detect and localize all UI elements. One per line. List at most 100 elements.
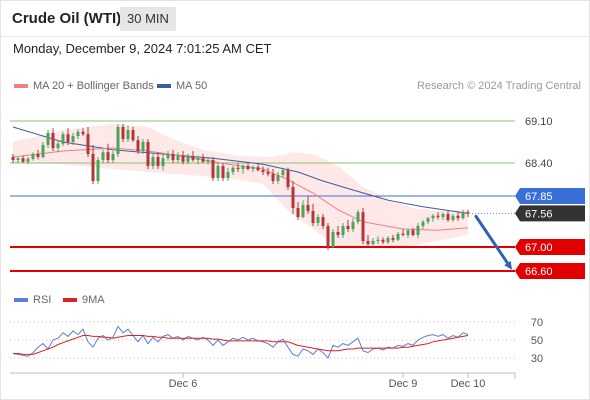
candle-body bbox=[71, 136, 75, 142]
rsi-tick-label: 50 bbox=[531, 335, 543, 347]
timeframe-badge[interactable]: 30 MIN bbox=[120, 7, 176, 31]
candle-body bbox=[381, 239, 385, 243]
price-label-bg-67-85 bbox=[515, 188, 585, 204]
candle-body bbox=[126, 130, 130, 139]
candle-body bbox=[321, 217, 325, 226]
legend-ma20: MA 20 + Bollinger Bands bbox=[14, 80, 154, 92]
candle-body bbox=[196, 158, 200, 160]
chart-header: Crude Oil (WTI) 30 MIN bbox=[0, 0, 590, 36]
rsi-line bbox=[12, 325, 469, 359]
legend-ma50: MA 50 bbox=[157, 80, 207, 92]
candle-body bbox=[236, 167, 240, 169]
candle-body bbox=[31, 154, 35, 159]
instrument-title: Crude Oil (WTI) bbox=[12, 10, 122, 27]
candle-body bbox=[456, 215, 460, 219]
candle-body bbox=[291, 187, 295, 208]
candle-body bbox=[436, 215, 440, 217]
price-label-67-85: 67.85 bbox=[525, 191, 553, 203]
candle-body bbox=[366, 241, 370, 244]
candle-body bbox=[136, 140, 140, 151]
price-label-66-60: 66.60 bbox=[525, 266, 553, 278]
candle-body bbox=[276, 175, 280, 181]
candle-body bbox=[346, 226, 350, 229]
candle-body bbox=[396, 233, 400, 240]
rsi-tick-label: 70 bbox=[531, 317, 543, 329]
candle-body bbox=[351, 221, 355, 229]
candle-body bbox=[96, 160, 100, 181]
candle-body bbox=[81, 131, 85, 135]
candle-body bbox=[66, 134, 70, 142]
candle-body bbox=[311, 211, 315, 223]
candle-body bbox=[261, 170, 265, 172]
price-label-67-56: 67.56 bbox=[525, 208, 553, 220]
candle-body bbox=[26, 158, 30, 162]
candle-body bbox=[376, 239, 380, 241]
ma20-legend-label: MA 20 + Bollinger Bands bbox=[33, 80, 154, 92]
candle-body bbox=[181, 155, 185, 162]
rsi-legend-label: RSI bbox=[33, 294, 52, 306]
legend-9ma: 9MA bbox=[63, 294, 105, 306]
candle-body bbox=[206, 160, 210, 162]
candle-body bbox=[336, 232, 340, 235]
candle-body bbox=[441, 214, 445, 217]
candle-body bbox=[241, 166, 245, 169]
candle-body bbox=[356, 212, 360, 222]
candle-body bbox=[121, 127, 125, 139]
candle-body bbox=[266, 172, 270, 174]
price-label-bg-66-60 bbox=[515, 263, 585, 279]
candle-body bbox=[466, 212, 470, 214]
candle-body bbox=[51, 133, 55, 148]
candle-body bbox=[326, 226, 330, 247]
candle-body bbox=[186, 157, 190, 162]
candle-body bbox=[171, 154, 175, 160]
candle-body bbox=[421, 221, 425, 226]
candle-body bbox=[211, 160, 215, 178]
candle-body bbox=[451, 215, 455, 220]
candle-body bbox=[391, 238, 395, 240]
ma9-legend-swatch bbox=[63, 298, 77, 303]
candle-body bbox=[146, 142, 150, 166]
candle-body bbox=[201, 158, 205, 162]
candle-body bbox=[131, 130, 135, 141]
price-label-bg-67-00 bbox=[515, 239, 585, 255]
candle-body bbox=[91, 154, 95, 181]
bollinger-band-area bbox=[13, 124, 468, 249]
candle-body bbox=[306, 205, 310, 211]
legend-rsi: RSI bbox=[14, 294, 51, 306]
candle-body bbox=[401, 233, 405, 235]
rsi-9ma-line bbox=[13, 335, 469, 355]
candle-body bbox=[386, 238, 390, 243]
candle-body bbox=[46, 133, 50, 145]
candle-body bbox=[116, 127, 120, 154]
candle-body bbox=[176, 155, 180, 160]
candle-body bbox=[76, 131, 80, 136]
forecast-arrow-shaft bbox=[474, 214, 510, 266]
candle-body bbox=[191, 157, 195, 160]
candle-body bbox=[86, 134, 90, 154]
header-divider bbox=[0, 36, 590, 37]
candle-body bbox=[271, 173, 275, 181]
candle-body bbox=[341, 226, 345, 235]
rsi-legend-swatch bbox=[14, 298, 28, 303]
forecast-arrow-head bbox=[504, 260, 512, 270]
price-label-67-00: 67.00 bbox=[525, 242, 553, 254]
candle-body bbox=[151, 157, 155, 166]
candle-body bbox=[166, 154, 170, 159]
candle-body bbox=[106, 152, 110, 160]
candle-body bbox=[11, 157, 15, 160]
candle-body bbox=[41, 145, 45, 157]
x-tick-label: Dec 9 bbox=[389, 378, 418, 390]
research-credit: Research © 2024 Trading Central bbox=[416, 80, 581, 92]
candle-body bbox=[216, 166, 220, 178]
candle-body bbox=[101, 152, 105, 160]
ma20-legend-swatch bbox=[14, 84, 28, 89]
candle-body bbox=[461, 212, 465, 219]
candle-body bbox=[221, 166, 225, 178]
candle-body bbox=[111, 154, 115, 160]
ma50-legend-swatch bbox=[157, 84, 171, 89]
candle-body bbox=[56, 143, 60, 148]
candle-body bbox=[256, 167, 260, 171]
candle-body bbox=[371, 241, 375, 244]
rsi-tick-label: 30 bbox=[531, 353, 543, 365]
